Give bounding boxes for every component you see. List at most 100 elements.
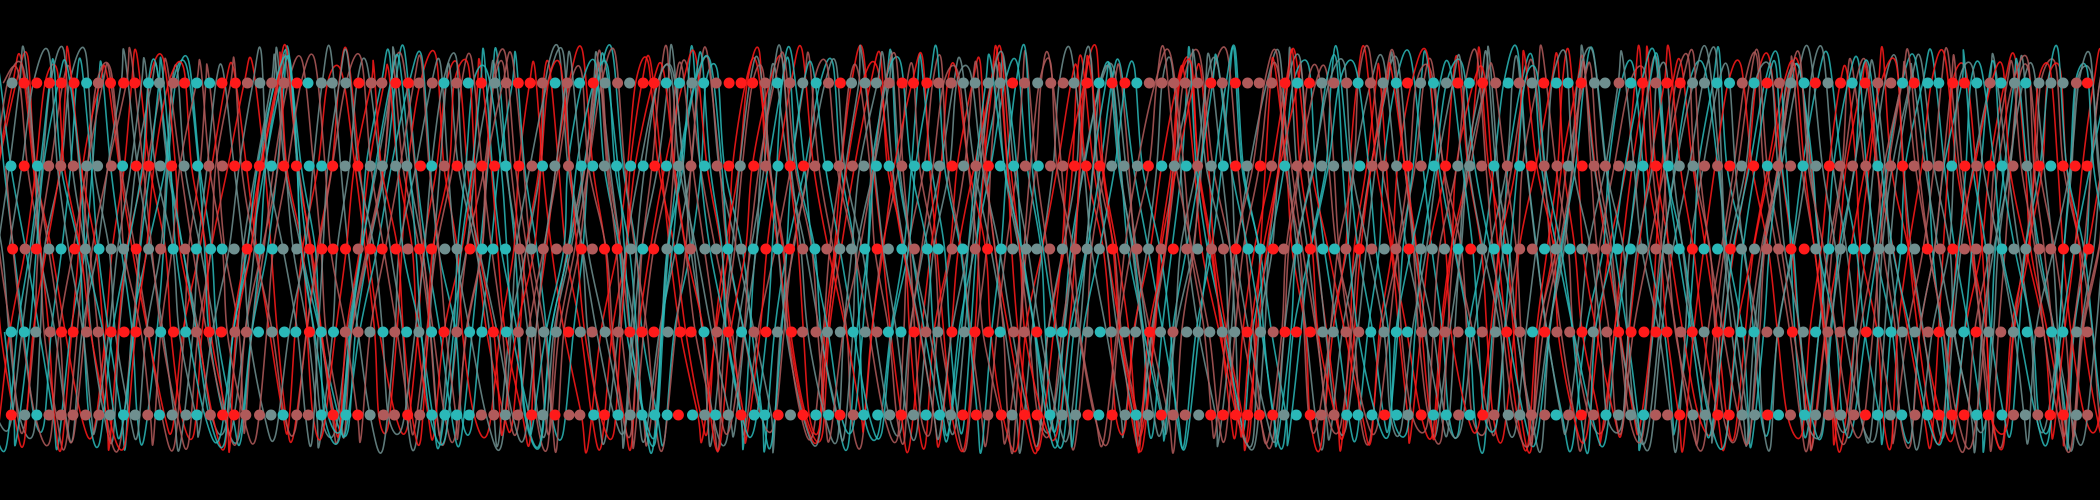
dot <box>30 243 42 255</box>
dot <box>1933 160 1945 172</box>
dot <box>489 160 500 172</box>
dot <box>2057 326 2069 338</box>
dot <box>154 160 166 172</box>
dot <box>143 160 155 172</box>
dot <box>1748 326 1760 338</box>
dot <box>833 160 845 172</box>
dot <box>1896 409 1908 421</box>
dot <box>464 326 476 338</box>
dot <box>1019 409 1030 421</box>
dot <box>1698 326 1710 338</box>
dot <box>129 77 141 89</box>
dot <box>1637 77 1648 89</box>
dot <box>1242 409 1254 421</box>
dot <box>551 243 562 255</box>
dot <box>686 77 698 89</box>
dot <box>1105 326 1117 338</box>
dot <box>2021 326 2033 338</box>
dot <box>1996 160 2008 172</box>
dot <box>1428 77 1439 89</box>
dot <box>662 326 674 338</box>
dot <box>1686 326 1698 338</box>
dot <box>934 409 946 421</box>
dot <box>1440 160 1452 172</box>
dot <box>1909 326 1921 338</box>
dot <box>143 243 155 255</box>
dot <box>1501 160 1513 172</box>
dot <box>500 326 512 338</box>
dot <box>191 77 203 89</box>
dot <box>489 77 501 89</box>
dot <box>747 243 759 255</box>
dot <box>1218 243 1229 255</box>
dot <box>759 77 771 89</box>
dot <box>451 77 463 89</box>
dot <box>1477 77 1489 89</box>
dot <box>240 326 252 338</box>
dot <box>1847 326 1859 338</box>
dot <box>1613 160 1625 172</box>
dot <box>1723 409 1735 421</box>
dot <box>1428 160 1440 172</box>
dot <box>1292 77 1303 89</box>
dot <box>1550 409 1562 421</box>
dot <box>1045 77 1057 89</box>
dot <box>1761 160 1773 172</box>
dot <box>1328 409 1340 421</box>
dot <box>1933 326 1945 338</box>
dot <box>710 409 721 421</box>
dot <box>969 243 981 255</box>
dot <box>1501 243 1513 255</box>
dot <box>1947 243 1959 255</box>
dot <box>625 160 637 172</box>
dot <box>772 160 784 172</box>
dot <box>1366 409 1378 421</box>
dot <box>1625 160 1637 172</box>
dot <box>1353 326 1365 338</box>
dot <box>1822 77 1834 89</box>
dot <box>859 326 871 338</box>
dot <box>1317 243 1329 255</box>
dot <box>451 243 463 255</box>
dot <box>302 409 314 421</box>
dot <box>771 77 783 89</box>
dot <box>1785 243 1797 255</box>
dot <box>723 160 735 172</box>
dot <box>1464 326 1476 338</box>
dot <box>1761 243 1773 255</box>
dot <box>946 326 958 338</box>
dot <box>1575 409 1587 421</box>
dot <box>203 160 215 172</box>
dot <box>1131 77 1143 89</box>
dot <box>352 160 364 172</box>
dot <box>1539 409 1551 421</box>
dot <box>31 409 43 421</box>
dot <box>30 326 42 338</box>
dot <box>190 326 202 338</box>
dot <box>1908 160 1920 172</box>
dot <box>1945 326 1957 338</box>
dot <box>598 160 610 172</box>
dot <box>1809 77 1821 89</box>
dot <box>587 160 599 172</box>
dot <box>1044 409 1056 421</box>
dot <box>563 409 575 421</box>
dot <box>315 326 327 338</box>
dot <box>229 160 241 172</box>
dot <box>2045 77 2057 89</box>
dot <box>1402 77 1413 89</box>
dot <box>389 409 400 421</box>
dot <box>364 326 376 338</box>
dot <box>228 409 240 421</box>
dot <box>1081 243 1093 255</box>
dot <box>1847 243 1859 255</box>
dot <box>438 160 450 172</box>
dot <box>1156 77 1168 89</box>
dot <box>908 77 919 89</box>
dot <box>438 326 450 338</box>
dot <box>882 326 894 338</box>
dot <box>1304 326 1316 338</box>
dot <box>365 77 377 89</box>
dot <box>612 77 624 89</box>
